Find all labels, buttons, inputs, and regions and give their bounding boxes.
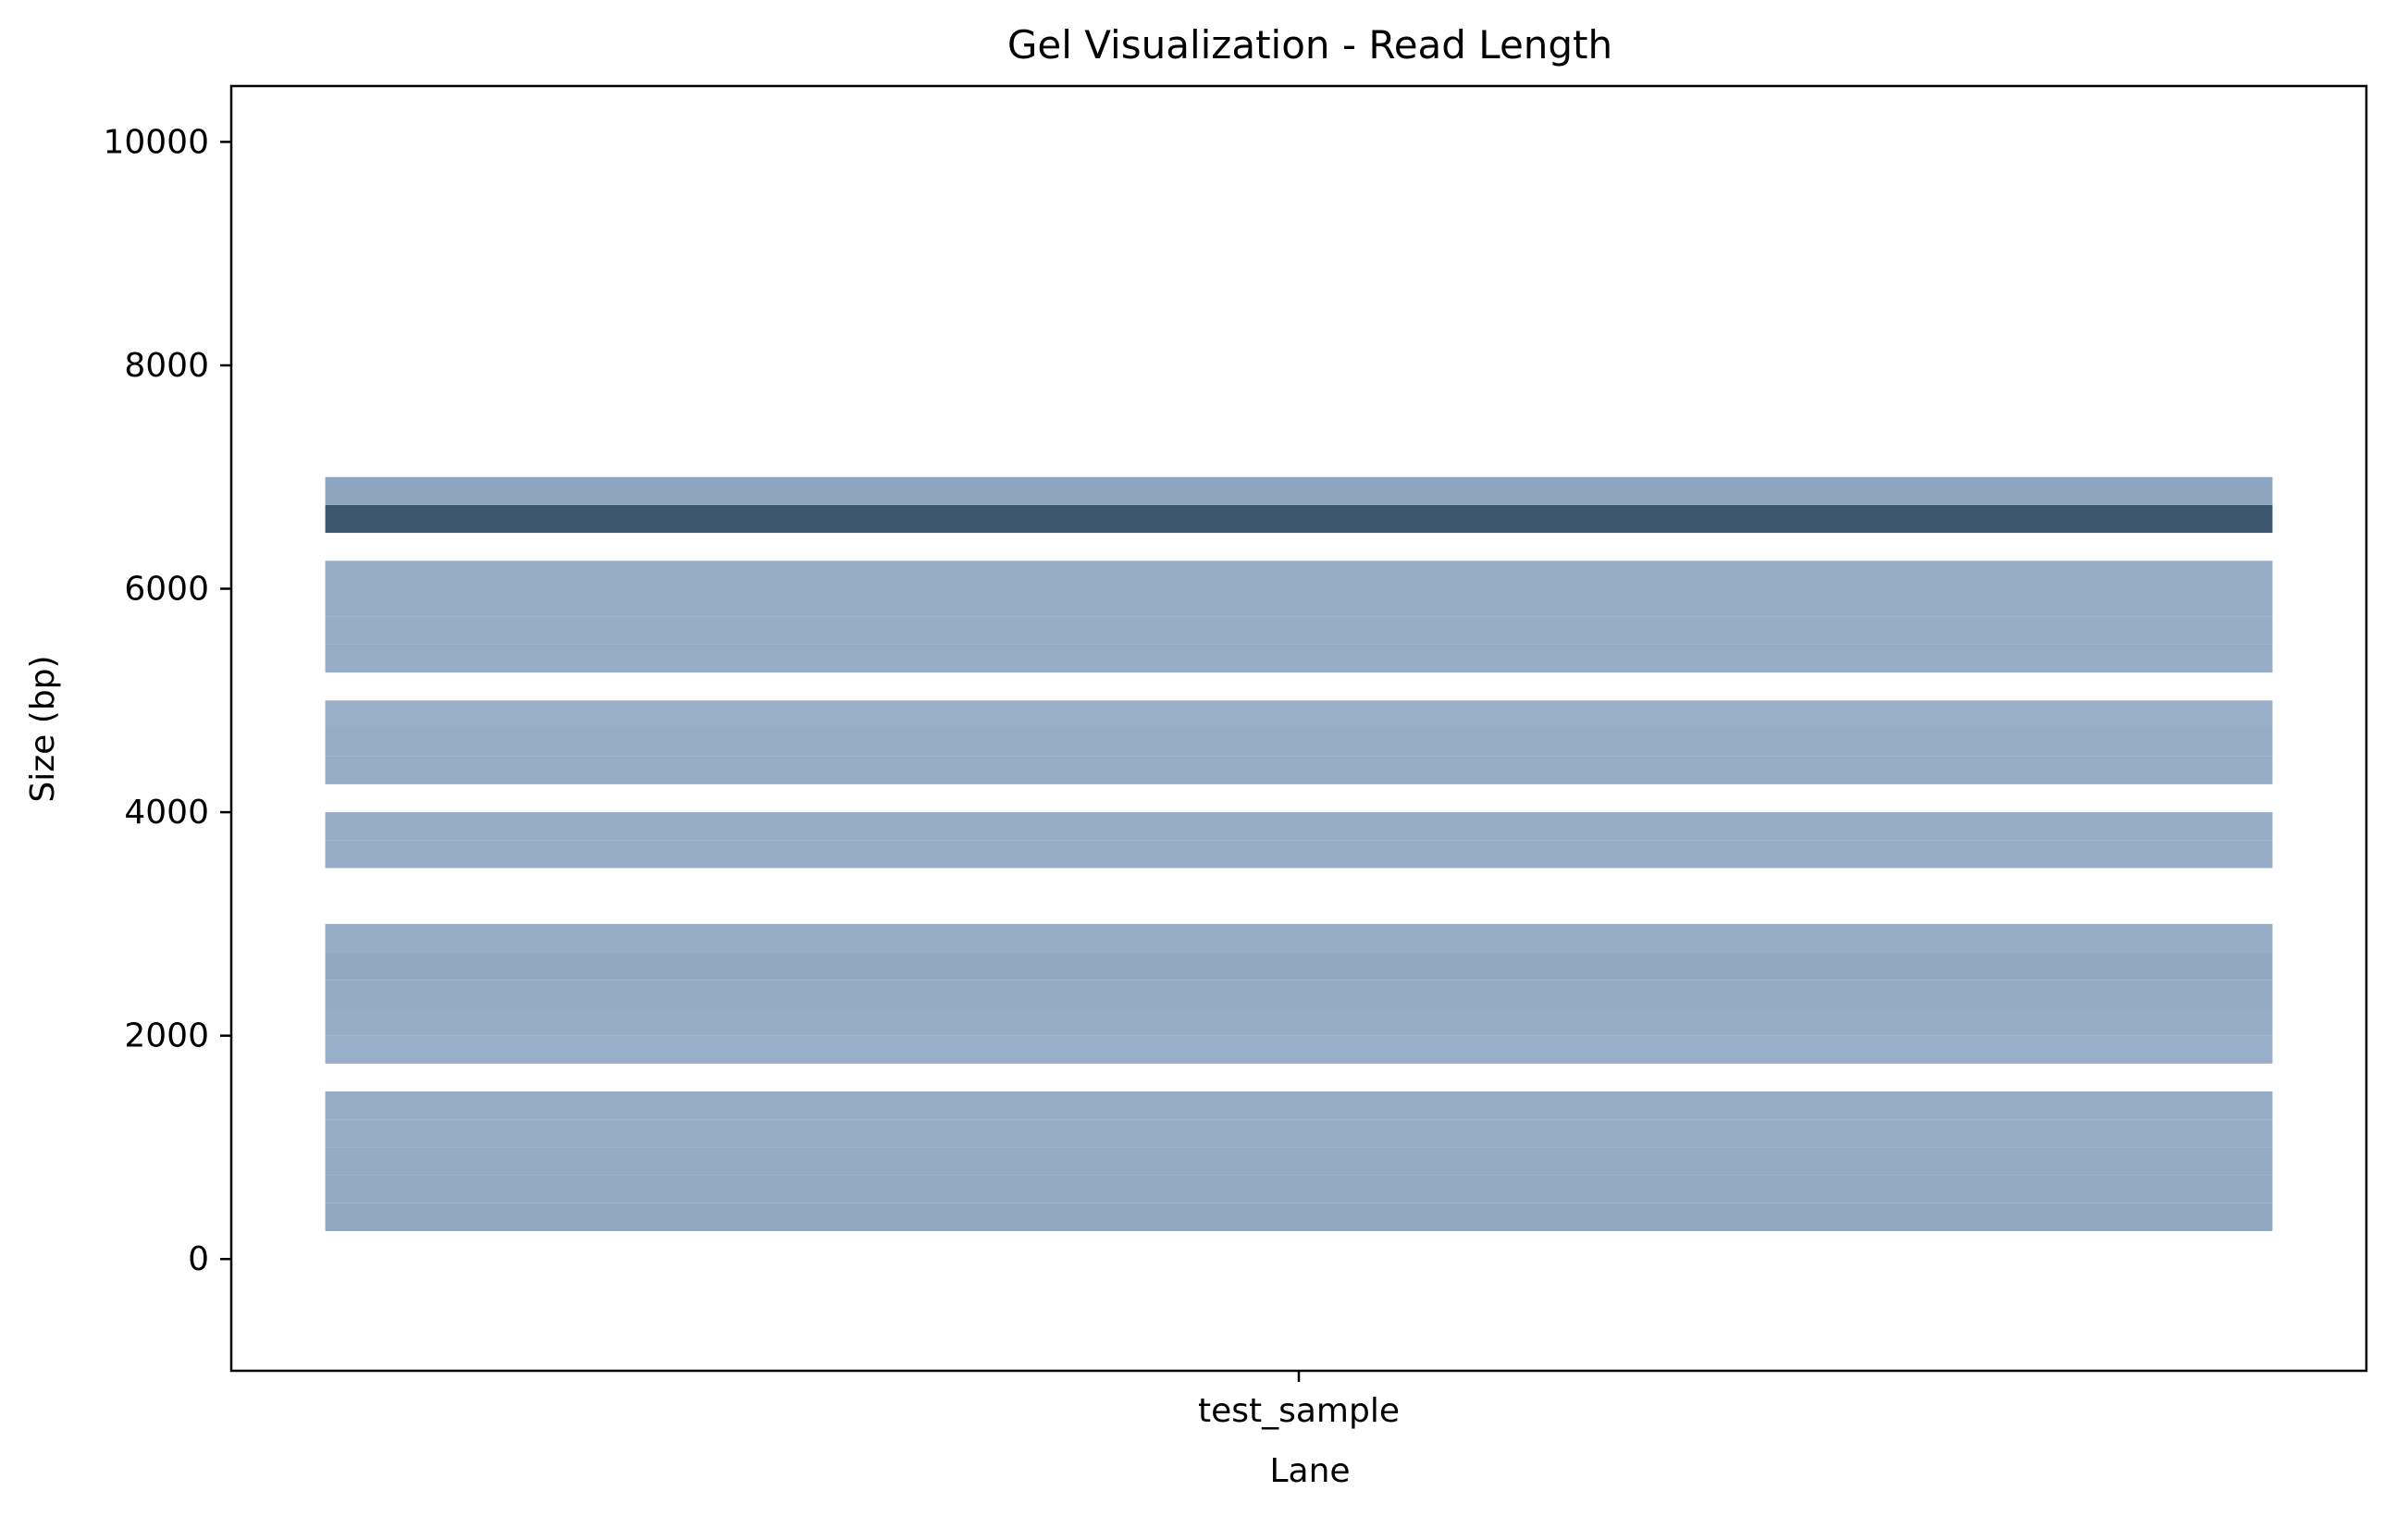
gel-band-0 (325, 1202, 2273, 1231)
gel-band-14 (325, 700, 2273, 729)
gel-band-2 (325, 1147, 2273, 1176)
y-tick-label-10000: 10000 (103, 123, 209, 161)
x-tick-label-0: test_sample (1198, 1392, 1400, 1430)
gel-band-19 (325, 504, 2273, 534)
y-axis-ticks: 0 2000 4000 6000 8000 10000 (103, 123, 231, 1278)
gel-band-7 (325, 980, 2273, 1008)
gel-band-20 (325, 476, 2273, 505)
gel-band-3 (325, 1119, 2273, 1148)
gel-band-12 (325, 756, 2273, 784)
y-axis-label: Size (bp) (24, 655, 62, 802)
gel-band-9 (325, 923, 2273, 953)
y-tick-label-4000: 4000 (124, 794, 209, 832)
gel-band-11 (325, 812, 2273, 841)
y-tick-label-6000: 6000 (124, 571, 209, 609)
y-tick-label-0: 0 (188, 1240, 209, 1278)
gel-band-16 (325, 616, 2273, 645)
gel-band-1 (325, 1175, 2273, 1203)
gel-band-18 (325, 561, 2273, 589)
gel-band-6 (325, 1007, 2273, 1036)
gel-band-17 (325, 588, 2273, 617)
gel-band-5 (325, 1035, 2273, 1064)
gel-band-10 (325, 840, 2273, 869)
x-axis-label: Lane (1269, 1452, 1350, 1490)
gel-band-8 (325, 952, 2273, 980)
chart-title: Gel Visualization - Read Length (1007, 22, 1612, 68)
gel-band-13 (325, 728, 2273, 757)
y-tick-label-8000: 8000 (124, 347, 209, 385)
x-axis-ticks: test_sample (1198, 1371, 1400, 1430)
y-tick-label-2000: 2000 (124, 1017, 209, 1055)
bands-layer (325, 476, 2273, 1231)
gel-band-15 (325, 644, 2273, 673)
gel-band-4 (325, 1091, 2273, 1120)
